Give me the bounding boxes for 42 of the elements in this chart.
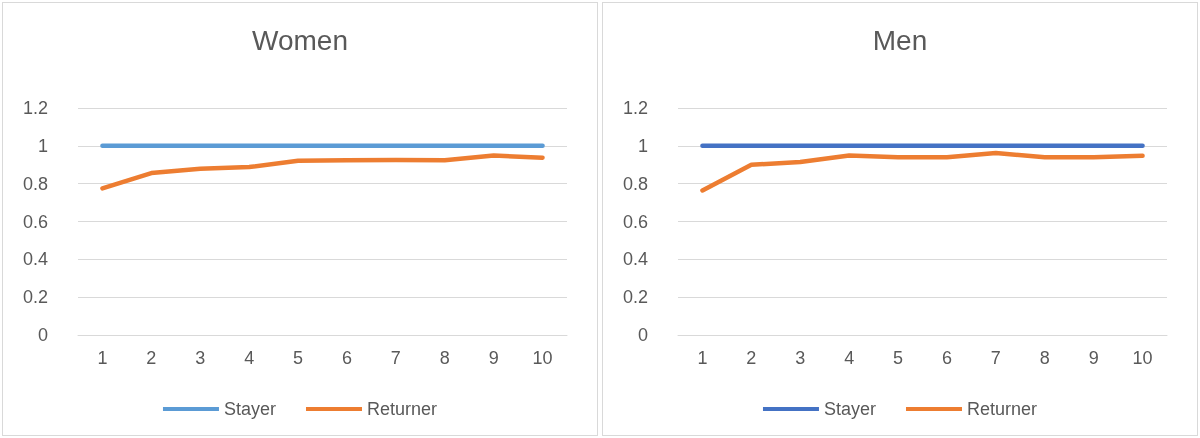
y-tick-label: 0.2	[622, 287, 648, 308]
x-tick-label: 10	[532, 348, 553, 368]
legend-label: Returner	[367, 399, 438, 419]
y-tick-label: 0.6	[622, 211, 648, 232]
x-tick-label: 1	[697, 348, 708, 368]
x-tick-label: 9	[488, 348, 499, 368]
x-tick-label: 1	[97, 348, 108, 368]
y-tick-label: 1.2	[622, 98, 648, 118]
legend-label: Stayer	[823, 399, 876, 419]
x-tick-label: 3	[795, 348, 806, 368]
y-tick-label: 0.6	[22, 211, 48, 232]
legend-label: Stayer	[223, 399, 276, 419]
x-tick-label: 2	[146, 348, 157, 368]
x-tick-label: 3	[195, 348, 206, 368]
x-tick-label: 2	[746, 348, 757, 368]
legend-label: Returner	[967, 399, 1038, 419]
y-tick-label: 0	[637, 325, 648, 345]
x-tick-label: 8	[1039, 348, 1050, 368]
y-tick-label: 0.4	[622, 249, 648, 270]
y-tick-label: 1	[637, 135, 648, 156]
x-tick-label: 10	[1132, 348, 1153, 368]
line-series	[100, 153, 545, 191]
x-tick-label: 4	[844, 348, 855, 368]
y-tick-label: 0.8	[22, 173, 48, 194]
y-tick-label: 0	[37, 325, 48, 345]
x-tick-label: 7	[990, 348, 1001, 368]
x-tick-label: 8	[439, 348, 450, 368]
x-tick-label: 5	[893, 348, 904, 368]
x-tick-label: 5	[293, 348, 304, 368]
x-tick-label: 6	[341, 348, 352, 368]
x-tick-label: 6	[941, 348, 952, 368]
y-tick-label: 0.4	[22, 249, 48, 270]
chart-title: Men	[872, 24, 928, 56]
x-tick-label: 4	[244, 348, 255, 368]
x-tick-label: 7	[390, 348, 401, 368]
y-tick-label: 1.2	[22, 98, 48, 118]
y-tick-label: 0.8	[622, 173, 648, 194]
chart-title: Women	[252, 24, 348, 56]
y-tick-label: 1	[37, 135, 48, 156]
x-tick-label: 9	[1088, 348, 1099, 368]
y-tick-label: 0.2	[22, 287, 48, 308]
line-series	[700, 150, 1145, 193]
